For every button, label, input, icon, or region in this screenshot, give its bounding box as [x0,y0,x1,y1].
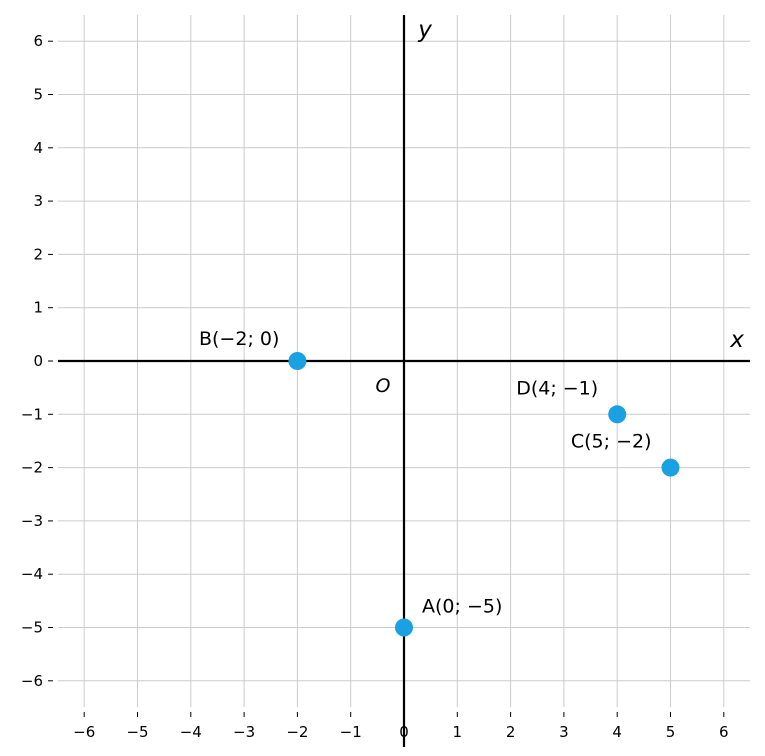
x-tick-label: 5 [666,723,676,741]
x-tick-label: −2 [286,723,308,741]
y-tick-label: 5 [33,86,43,104]
y-tick-label: 6 [33,32,43,50]
y-tick-label: 0 [33,352,43,370]
x-tick-label: −3 [233,723,255,741]
axes [58,15,750,747]
x-tick-label: 3 [559,723,569,741]
data-point [661,458,680,477]
y-axis-label: y [417,17,432,43]
point-labels: A(0; −5) B(−2; 0) C(5; −2) D(4; −1) [199,328,652,618]
x-axis-label: x [729,327,744,353]
y-tick-label: 1 [33,299,43,317]
x-tick-label: 2 [506,723,516,741]
y-tick-label: 4 [33,139,43,157]
y-tick-label: 2 [33,245,43,263]
x-tick-label: −5 [126,723,148,741]
x-tick-label: −6 [73,723,95,741]
y-tick-label: −5 [21,619,43,637]
y-tick-label: −3 [21,512,43,530]
data-point-label: A(0; −5) [422,596,502,618]
data-point [608,405,627,424]
x-tick-label: 4 [612,723,622,741]
x-tick-label: −1 [340,723,362,741]
data-point-label: D(4; −1) [516,377,598,399]
y-tick-label: −4 [21,565,43,583]
x-tick-label: 1 [453,723,463,741]
origin-label: O [376,375,391,397]
x-tick-label: −4 [180,723,202,741]
data-point [288,352,307,370]
y-tick-label: 3 [33,192,43,210]
x-tick-label: 0 [399,723,409,741]
x-tick-label: 6 [719,723,729,741]
data-point-label: B(−2; 0) [199,328,279,350]
y-tick-label: −6 [21,672,43,690]
ticks: −6 −5 −4 −3 −2 −1 0 1 2 3 4 5 6 −6 −5 −4 −3 −2 −1 0 1 2 3 4 5 6 [21,32,729,741]
y-tick-label: −2 [21,459,43,477]
data-points [288,352,680,637]
y-tick-label: −1 [21,405,43,423]
data-point [395,618,413,637]
data-point-label: C(5; −2) [571,431,652,453]
